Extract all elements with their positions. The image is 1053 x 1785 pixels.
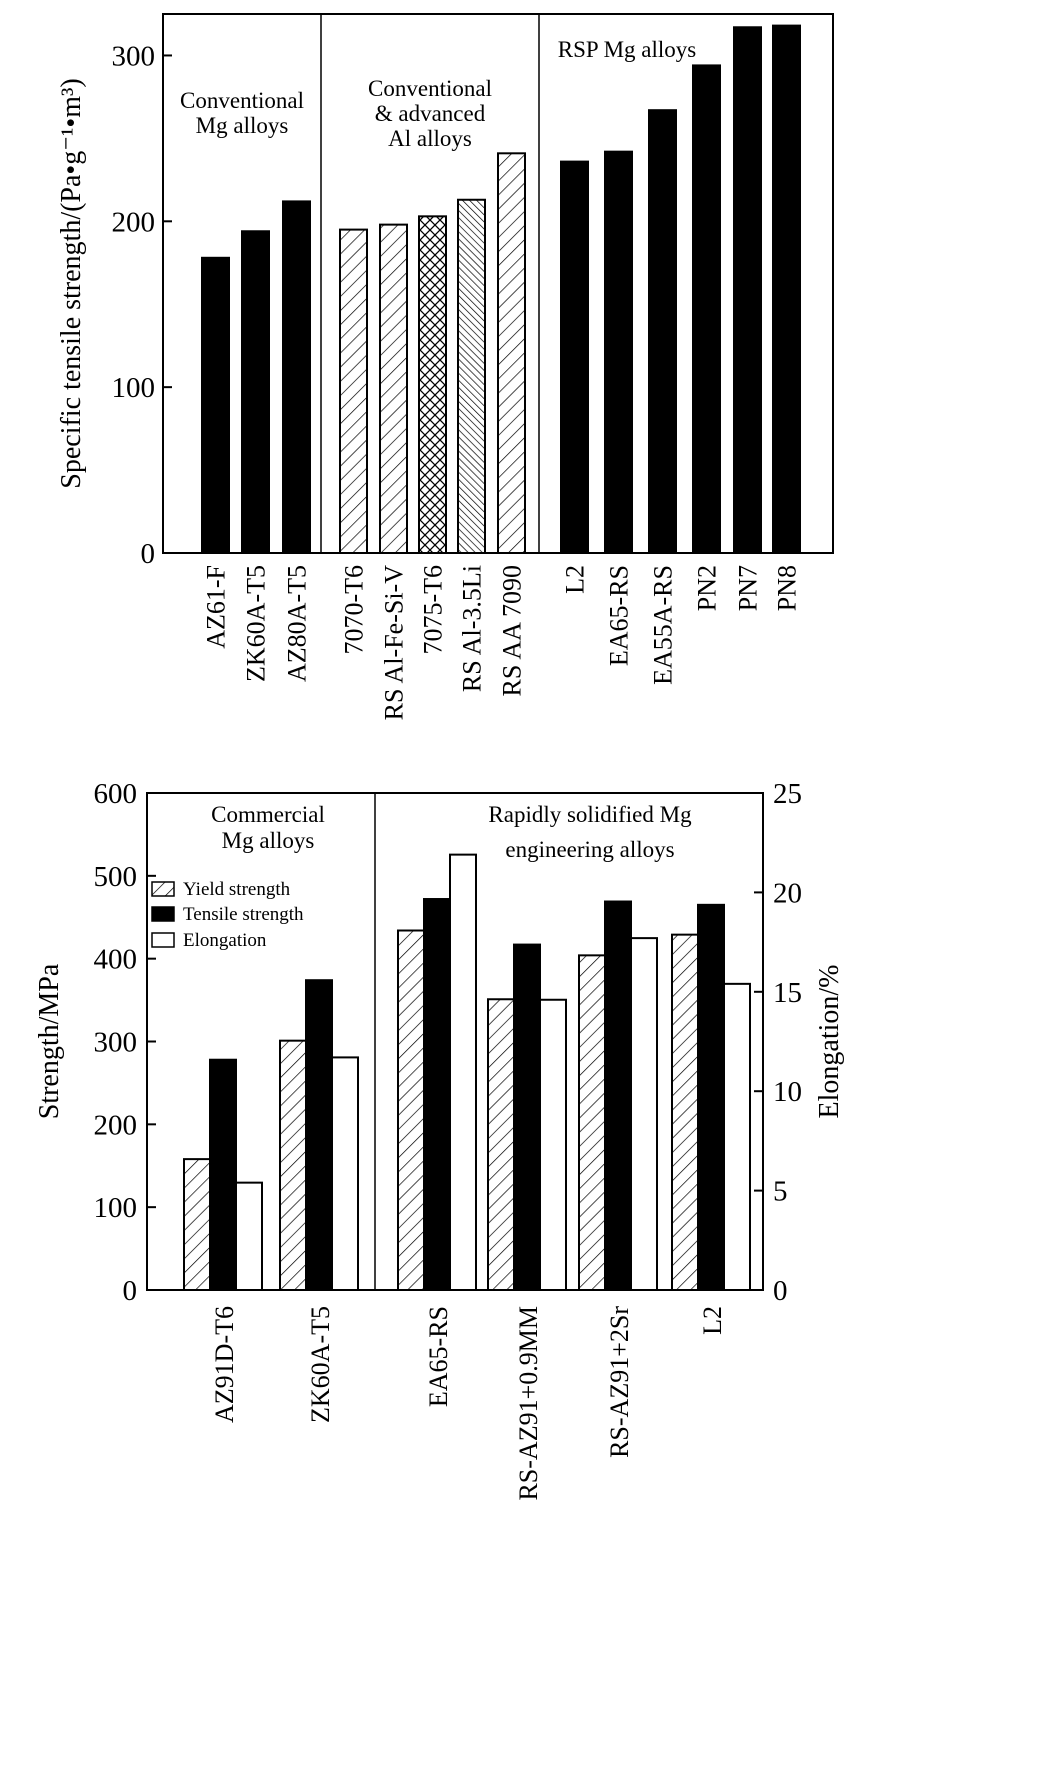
group-label: Al alloys [388,126,472,151]
category-label: AZ80A-T5 [283,565,312,682]
category-label: PN2 [693,565,722,611]
y-tick-label: 300 [94,1027,138,1059]
bar-ea65-rs [604,150,633,554]
y-tick-label: 400 [94,944,138,976]
bar-tensile-strength-rs-az91-2sr [604,900,632,1291]
group-label: & advanced [375,101,486,126]
legend-swatch-tensile-strength [151,906,175,922]
category-label: 7070-T6 [340,565,369,655]
bar-elongation-l2 [723,982,751,1292]
y2-axis-title: Elongation/% [814,965,845,1119]
bar-pn8 [772,24,801,554]
bar-yield-strength-zk60a-t5 [279,1039,307,1291]
y-axis-title: Specific tensile strength/(Pa•g⁻¹•m³) [56,78,87,488]
category-label: ZK60A-T5 [306,1306,335,1423]
legend-label: Yield strength [183,879,291,900]
category-label: RS-AZ91+0.9MM [514,1306,543,1501]
category-label: PN8 [773,565,802,611]
category-label: AZ91D-T6 [210,1306,239,1423]
bar-elongation-rs-az91-2sr [630,937,658,1292]
legend-label: Tensile strength [183,904,304,925]
category-label: RS AA 7090 [498,565,527,697]
y2-tick-label: 5 [773,1176,788,1208]
category-label: RS Al-Fe-Si-V [380,565,409,721]
category-label: PN7 [734,565,763,611]
y2-tick-label: 10 [773,1076,802,1108]
legend-swatch-yield-strength [151,881,175,897]
category-label: EA65-RS [424,1306,453,1407]
bar-7070-t6 [339,228,368,554]
category-label: AZ61-F [202,565,231,649]
bar-elongation-ea65-rs [449,853,477,1291]
bar-az61-f [201,256,230,554]
y2-tick-label: 20 [773,877,802,909]
y-tick-label: 0 [141,538,156,570]
bar-elongation-az91d-t6 [235,1181,263,1291]
category-label: 7075-T6 [419,565,448,655]
bar-tensile-strength-zk60a-t5 [305,979,333,1291]
category-label: RS-AZ91+2Sr [605,1306,634,1458]
bar-pn7 [733,26,762,554]
bar-rs-al-3-5li [457,198,486,555]
bar-elongation-rs-az91-0-9mm [539,998,567,1291]
legend-label: Elongation [183,930,267,951]
bar-yield-strength-az91d-t6 [183,1158,211,1291]
group-label: Conventional [180,88,304,113]
bar-tensile-strength-az91d-t6 [209,1058,237,1292]
y-tick-label: 100 [112,372,156,404]
bar-zk60a-t5 [241,230,270,555]
legend-swatch-elongation [151,932,175,948]
bar-l2 [560,160,589,554]
bar-yield-strength-ea65-rs [397,929,425,1292]
y-tick-label: 200 [112,206,156,238]
bar-elongation-zk60a-t5 [331,1056,359,1292]
group-label: Conventional [368,76,492,101]
bar-ea55a-rs [648,109,677,555]
y-tick-label: 0 [123,1275,138,1307]
y-axis-title: Strength/MPa [34,963,65,1119]
bar-7075-t6 [418,215,447,554]
category-label: RS Al-3.5Li [458,565,487,692]
group-label: Mg alloys [196,113,289,138]
y-tick-label: 200 [94,1109,138,1141]
bar-tensile-strength-ea65-rs [423,898,451,1291]
specific-strength-chart: 0 100 200 300 Specific tensile strength/(Pa•… [56,13,834,721]
category-label: L2 [698,1306,727,1335]
bar-yield-strength-l2 [671,933,699,1292]
bar-yield-strength-rs-az91-0-9mm [487,998,515,1291]
bar-rs-al-fe-si-v [379,223,408,555]
category-label: ZK60A-T5 [242,565,271,682]
bar-tensile-strength-rs-az91-0-9mm [513,943,541,1292]
bar-pn2 [692,64,721,555]
bar-az80a-t5 [282,200,311,554]
bar-tensile-strength-l2 [697,903,725,1291]
category-label: L2 [561,565,590,594]
category-label: EA65-RS [605,565,634,666]
y2-tick-label: 0 [773,1275,788,1307]
group-label: RSP Mg alloys [558,37,697,62]
bar-rs-aa-7090 [497,152,526,555]
bar-yield-strength-rs-az91-2sr [578,954,606,1291]
y-tick-label: 300 [112,40,156,72]
category-label: EA55A-RS [649,565,678,685]
y2-tick-label: 15 [773,977,802,1009]
y-tick-label: 100 [94,1192,138,1224]
